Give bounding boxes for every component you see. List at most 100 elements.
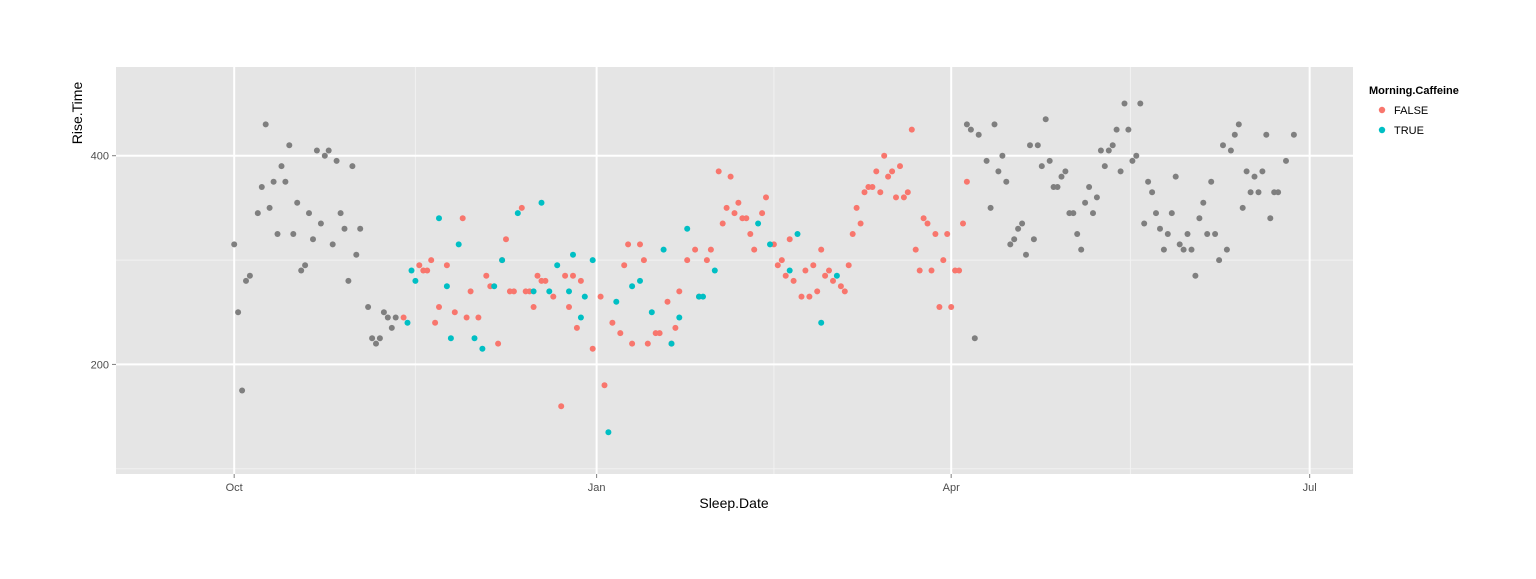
data-point-true xyxy=(436,215,442,222)
data-point-na xyxy=(1251,173,1258,180)
data-point-false xyxy=(577,277,584,284)
data-point-na xyxy=(1208,178,1215,185)
data-point-na xyxy=(1078,246,1085,253)
data-point-false xyxy=(443,262,450,269)
data-point-na xyxy=(1180,246,1187,253)
data-point-false xyxy=(908,126,915,133)
data-point-false xyxy=(621,262,628,269)
data-point-false xyxy=(609,319,616,326)
data-point-false xyxy=(475,314,482,321)
data-point-na xyxy=(1243,168,1250,175)
data-point-false xyxy=(570,272,576,279)
data-point-true xyxy=(443,283,450,290)
data-point-true xyxy=(566,288,572,295)
data-point-false xyxy=(818,246,825,253)
data-point-true xyxy=(613,298,620,305)
data-point-na xyxy=(1137,100,1144,107)
data-point-true xyxy=(408,267,415,274)
data-point-false xyxy=(483,272,490,279)
data-point-na xyxy=(971,335,978,342)
x-axis-title: Sleep.Date xyxy=(699,495,768,511)
data-point-false xyxy=(759,210,766,217)
data-point-na xyxy=(353,251,360,258)
data-point-true xyxy=(629,283,636,290)
x-tick-label: Oct xyxy=(226,482,243,494)
data-point-false xyxy=(798,293,805,300)
plot-panel xyxy=(116,67,1353,474)
data-point-na xyxy=(341,225,348,232)
data-point-na xyxy=(392,314,399,321)
data-point-na xyxy=(1133,152,1140,159)
y-axis-title: Rise.Time xyxy=(69,82,85,145)
data-point-na xyxy=(246,272,253,279)
data-point-false xyxy=(416,262,423,269)
data-point-na xyxy=(1086,184,1093,190)
data-point-false xyxy=(810,262,817,269)
data-point-false xyxy=(534,272,541,279)
data-point-false xyxy=(837,283,844,290)
data-point-na xyxy=(1109,142,1116,149)
data-point-na xyxy=(1168,210,1175,217)
legend-label-false: FALSE xyxy=(1394,105,1428,117)
data-point-na xyxy=(313,147,320,154)
data-point-true xyxy=(794,231,801,237)
data-point-false xyxy=(731,210,738,217)
data-point-false xyxy=(432,319,439,326)
x-tick-label: Jan xyxy=(588,482,606,494)
data-point-na xyxy=(1011,236,1018,243)
data-point-false xyxy=(684,257,691,264)
data-point-false xyxy=(451,309,458,316)
y-axis-ticks: 200 400 xyxy=(91,151,116,371)
data-point-false xyxy=(904,189,911,196)
data-point-false xyxy=(900,194,907,201)
data-point-na xyxy=(337,210,344,217)
data-point-true xyxy=(412,277,419,284)
data-point-na xyxy=(231,241,238,248)
data-point-na xyxy=(270,178,277,185)
data-point-false xyxy=(786,236,793,243)
data-point-na xyxy=(1125,126,1132,133)
data-point-true xyxy=(684,225,691,232)
data-point-true xyxy=(818,319,825,326)
data-point-na xyxy=(1113,126,1120,133)
data-point-na xyxy=(310,236,316,243)
data-point-na xyxy=(1239,204,1246,211)
data-point-false xyxy=(857,220,864,227)
data-point-na xyxy=(1129,157,1136,164)
data-point-false xyxy=(826,267,832,274)
data-point-true xyxy=(668,340,675,347)
data-point-na xyxy=(357,225,364,232)
data-point-false xyxy=(542,277,549,284)
data-point-na xyxy=(345,277,352,284)
data-point-false xyxy=(707,246,714,253)
data-point-na xyxy=(983,157,990,164)
data-point-na xyxy=(1090,210,1096,217)
data-point-na xyxy=(1149,189,1156,196)
data-point-na xyxy=(262,121,269,128)
data-point-true xyxy=(577,314,584,321)
data-point-false xyxy=(656,330,663,337)
data-point-false xyxy=(676,288,683,295)
data-point-false xyxy=(400,314,407,321)
data-point-false xyxy=(640,257,647,264)
data-point-true xyxy=(404,319,411,326)
data-point-na xyxy=(1030,236,1037,243)
legend: Morning.Caffeine FALSE TRUE xyxy=(1369,85,1459,137)
data-point-false xyxy=(869,184,876,190)
data-point-na xyxy=(302,262,309,269)
data-point-false xyxy=(503,236,509,243)
data-point-na xyxy=(274,231,281,237)
data-point-na xyxy=(1231,131,1238,138)
data-point-false xyxy=(944,231,951,237)
data-point-false xyxy=(960,220,966,227)
data-point-false xyxy=(601,382,608,389)
data-point-na xyxy=(1062,168,1069,175)
data-point-na xyxy=(963,121,970,128)
data-point-false xyxy=(845,262,852,269)
data-point-na xyxy=(1101,163,1108,170)
data-point-na xyxy=(1275,189,1282,196)
data-point-na xyxy=(1172,173,1179,180)
legend-label-true: TRUE xyxy=(1394,125,1424,137)
data-point-na xyxy=(1034,142,1041,149)
data-point-false xyxy=(889,168,896,175)
